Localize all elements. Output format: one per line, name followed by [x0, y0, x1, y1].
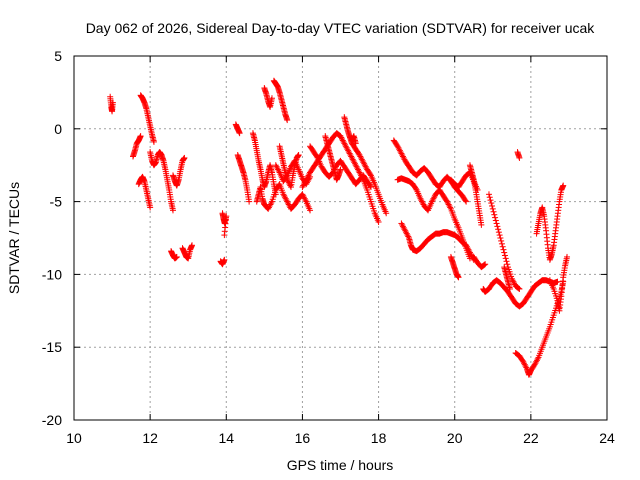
- data-point: [462, 197, 469, 204]
- x-tick-label: 10: [66, 430, 82, 446]
- data-point: [405, 233, 412, 240]
- axis-ticks: 10 12 14 16 18 20 22 24 5 0 -5 -10 -15 -20: [42, 48, 615, 446]
- data-point: [367, 182, 374, 189]
- data-point: [495, 226, 502, 233]
- data-point: [287, 182, 294, 189]
- data-point: [485, 191, 492, 198]
- data-point: [488, 200, 495, 207]
- data-point: [268, 95, 275, 102]
- x-tick-label: 22: [523, 430, 539, 446]
- x-tick-label: 20: [447, 430, 463, 446]
- data-point: [109, 99, 116, 106]
- data-point: [447, 204, 454, 211]
- data-point: [367, 184, 374, 191]
- data-point: [221, 256, 228, 263]
- y-axis-label: SDTVAR / TECUs: [6, 182, 22, 294]
- data-point: [490, 208, 497, 215]
- data-point: [496, 232, 503, 239]
- data-point: [504, 261, 511, 268]
- data-point: [383, 210, 390, 217]
- data-point: [173, 253, 180, 260]
- data-point: [498, 237, 505, 244]
- data-point: [516, 285, 523, 292]
- y-tick-label: -15: [42, 339, 62, 355]
- data-point: [481, 261, 488, 268]
- data-point: [489, 202, 496, 209]
- data-point: [482, 261, 489, 268]
- data-point: [150, 138, 157, 145]
- data-point: [501, 249, 508, 256]
- data-point: [493, 220, 500, 227]
- data-point: [516, 154, 523, 161]
- data-point: [499, 243, 506, 250]
- data-point: [497, 235, 504, 241]
- data-point: [495, 229, 502, 236]
- data-point: [236, 130, 243, 137]
- x-tick-label: 12: [142, 430, 158, 446]
- data-point: [489, 205, 496, 212]
- data-point: [560, 182, 567, 189]
- data-point: [506, 285, 513, 292]
- data-point: [491, 211, 498, 218]
- data-point: [564, 253, 571, 260]
- data-point: [189, 242, 196, 249]
- data-point: [463, 198, 470, 205]
- data-point: [337, 166, 344, 173]
- grid: [74, 56, 607, 420]
- data-point: [275, 168, 282, 175]
- data-point: [169, 207, 176, 214]
- data-point: [494, 223, 501, 230]
- data-point: [302, 197, 309, 204]
- data-point: [246, 198, 253, 205]
- data-point: [295, 152, 302, 159]
- data-point: [375, 218, 382, 225]
- data-point: [492, 217, 499, 224]
- data-point: [534, 355, 541, 362]
- y-tick-label: 5: [54, 48, 62, 64]
- y-tick-label: -20: [42, 412, 62, 428]
- data-point: [492, 214, 499, 221]
- data-point: [523, 364, 530, 371]
- data-point: [503, 258, 510, 265]
- data-point: [147, 204, 154, 211]
- data-point: [181, 154, 188, 161]
- data-point: [500, 246, 507, 253]
- data-point: [498, 240, 505, 247]
- data-point: [502, 255, 509, 262]
- data-point: [478, 221, 485, 228]
- y-tick-label: 0: [54, 121, 62, 137]
- data-point: [352, 140, 359, 147]
- data-series: [107, 77, 571, 378]
- y-tick-label: -10: [42, 266, 62, 282]
- data-point: [455, 274, 462, 281]
- data-point: [501, 252, 508, 259]
- data-point: [486, 194, 493, 201]
- data-point: [554, 278, 561, 285]
- chart-title: Day 062 of 2026, Sidereal Day-to-day VTE…: [86, 20, 596, 36]
- data-point: [268, 200, 275, 207]
- x-tick-label: 24: [599, 430, 615, 446]
- data-point: [221, 232, 228, 239]
- data-point: [487, 197, 494, 204]
- data-point: [515, 285, 522, 292]
- x-axis-label: GPS time / hours: [287, 457, 394, 473]
- y-tick-label: -5: [50, 194, 63, 210]
- data-point: [307, 207, 314, 214]
- x-tick-label: 16: [295, 430, 311, 446]
- data-point: [284, 117, 291, 124]
- plot-frame: [73, 55, 608, 421]
- x-tick-label: 14: [218, 430, 234, 446]
- x-tick-label: 18: [371, 430, 387, 446]
- data-point: [137, 133, 144, 140]
